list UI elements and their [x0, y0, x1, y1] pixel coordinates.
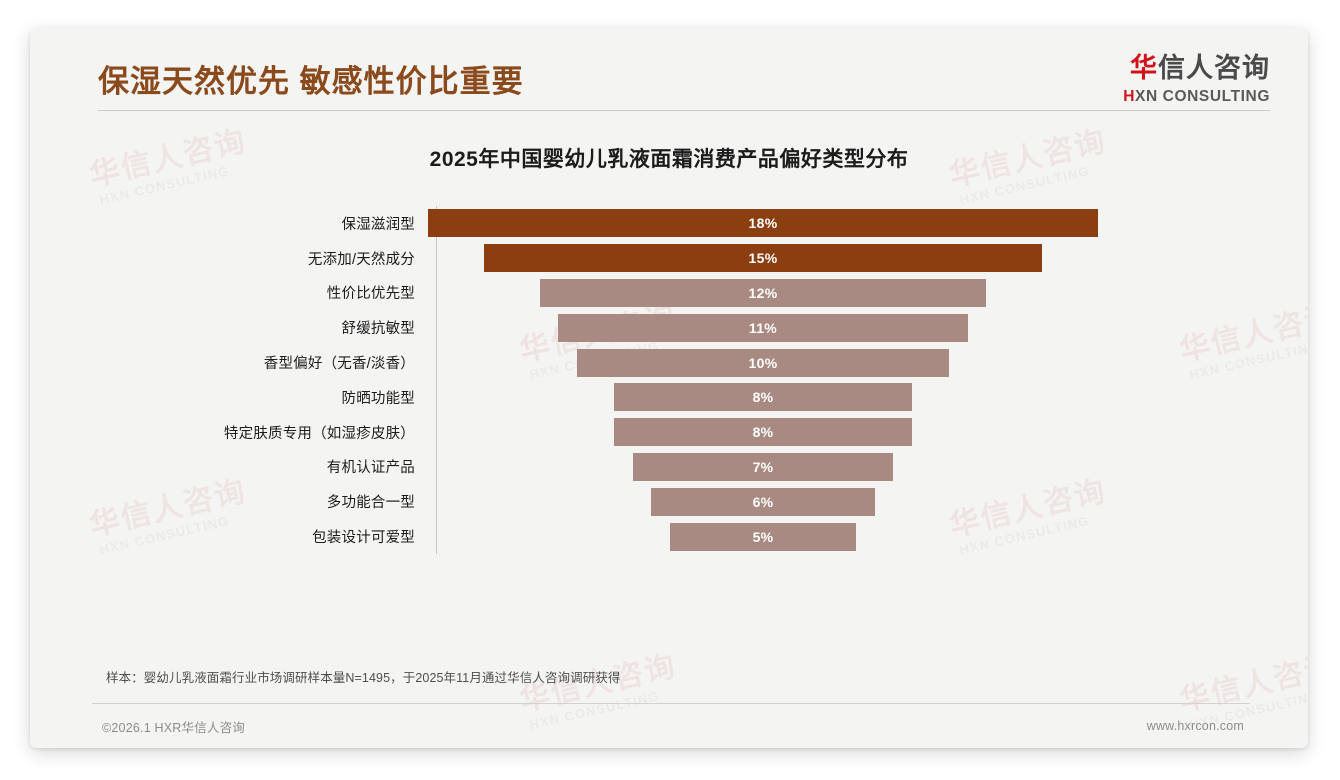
brand-logo-cn-rest: 信人咨询 — [1158, 53, 1270, 83]
bar-track: 8% — [429, 380, 1259, 415]
bar-fill[interactable]: 5% — [669, 522, 857, 551]
bar-row: 性价比优先型 12% — [79, 276, 1259, 311]
bar-track: 10% — [429, 345, 1259, 380]
bar-value-label: 15% — [748, 250, 778, 267]
bar-fill[interactable]: 8% — [614, 418, 912, 447]
chart-block: 2025年中国婴幼儿乳液面霜消费产品偏好类型分布 保湿滋润型 18% 无添加/天然成… — [30, 143, 1308, 554]
brand-logo-cn: 华信人咨询 — [1123, 55, 1270, 82]
bar-track: 15% — [429, 241, 1259, 276]
brand-logo-en-accent: H — [1123, 88, 1136, 105]
source-note: 样本：婴幼儿乳液面霜行业市场调研样本量N=1495，于2025年11月通过华信人… — [106, 671, 621, 685]
bar-track: 7% — [429, 450, 1259, 485]
bar-row: 香型偏好（无香/淡香） 10% — [79, 345, 1259, 380]
bar-row: 有机认证产品 7% — [79, 450, 1259, 485]
bar-value-label: 12% — [748, 284, 778, 301]
footer-bar: ©2026.1 HXR华信人咨询 www.hxrcon.com — [30, 704, 1308, 748]
bar-category-label: 香型偏好（无香/淡香） — [263, 356, 415, 373]
bar-value-label: 6% — [752, 493, 774, 510]
bar-row: 舒缓抗敏型 11% — [79, 310, 1259, 345]
bar-value-label: 10% — [748, 354, 778, 371]
bar-category-label: 包装设计可爱型 — [312, 530, 415, 547]
bar-track: 6% — [429, 484, 1259, 519]
bar-value-label: 7% — [752, 458, 774, 475]
bar-fill[interactable]: 7% — [632, 452, 894, 481]
bar-category-label: 特定肤质专用（如湿疹皮肤） — [223, 425, 415, 442]
brand-logo-en-rest: XN CONSULTING — [1135, 88, 1270, 105]
brand-logo-cn-accent: 华 — [1130, 53, 1158, 83]
bar-value-label: 18% — [748, 215, 778, 232]
bar-category-label: 舒缓抗敏型 — [341, 321, 415, 338]
bar-category-label: 性价比优先型 — [326, 286, 415, 303]
bar-row: 保湿滋润型 18% — [79, 206, 1259, 241]
bar-fill[interactable]: 12% — [539, 278, 987, 307]
bar-fill[interactable]: 8% — [614, 383, 912, 412]
bar-fill[interactable]: 18% — [428, 209, 1098, 238]
bar-row: 包装设计可爱型 5% — [79, 519, 1259, 554]
bar-row: 防晒功能型 8% — [79, 380, 1259, 415]
bar-track: 5% — [429, 519, 1259, 554]
bar-rows-container: 保湿滋润型 18% 无添加/天然成分 15% 性价比优先型 12% 舒缓抗敏型 11% 香型偏好… — [79, 206, 1259, 554]
bar-category-label: 有机认证产品 — [326, 460, 415, 477]
bar-fill[interactable]: 15% — [483, 244, 1043, 273]
header-divider — [98, 110, 1270, 111]
bar-track: 12% — [429, 276, 1259, 311]
bar-category-label: 多功能合一型 — [326, 495, 415, 512]
bar-value-label: 8% — [752, 424, 774, 441]
bar-fill[interactable]: 11% — [558, 313, 968, 342]
bar-value-label: 11% — [748, 319, 778, 336]
bar-row: 无添加/天然成分 15% — [79, 241, 1259, 276]
bar-category-label: 防晒功能型 — [341, 390, 415, 407]
bar-track: 11% — [429, 310, 1259, 345]
footer-divider — [92, 703, 1250, 704]
footer-copyright: ©2026.1 HXR华信人咨询 — [102, 720, 246, 735]
bar-category-label: 保湿滋润型 — [341, 216, 415, 233]
bar-fill[interactable]: 6% — [651, 487, 875, 516]
slide-card: 华信人咨询 HXN CONSULTING 华信人咨询 HXN CONSULTING华信… — [30, 28, 1308, 748]
bar-category-label: 无添加/天然成分 — [307, 251, 415, 268]
slide-header: 保湿天然优先 敏感性价比重要 华信人咨询 HXN CONSULTING — [30, 28, 1308, 123]
bar-value-label: 8% — [752, 389, 774, 406]
chart-title: 2025年中国婴幼儿乳液面霜消费产品偏好类型分布 — [429, 148, 909, 171]
brand-logo: 华信人咨询 HXN CONSULTING — [1123, 55, 1270, 105]
bar-track: 8% — [429, 415, 1259, 450]
footer-url[interactable]: www.hxrcon.com — [1146, 719, 1244, 733]
bar-value-label: 5% — [752, 528, 774, 545]
chart-category-axis — [436, 206, 437, 554]
bar-row: 特定肤质专用（如湿疹皮肤） 8% — [79, 415, 1259, 450]
page-title: 保湿天然优先 敏感性价比重要 — [98, 64, 524, 99]
bar-fill[interactable]: 10% — [576, 348, 950, 377]
bar-track: 18% — [428, 206, 1259, 241]
brand-logo-en: HXN CONSULTING — [1123, 89, 1270, 105]
chart-plot-area: 保湿滋润型 18% 无添加/天然成分 15% 性价比优先型 12% 舒缓抗敏型 11% 香型偏好… — [79, 206, 1259, 554]
bar-row: 多功能合一型 6% — [79, 484, 1259, 519]
